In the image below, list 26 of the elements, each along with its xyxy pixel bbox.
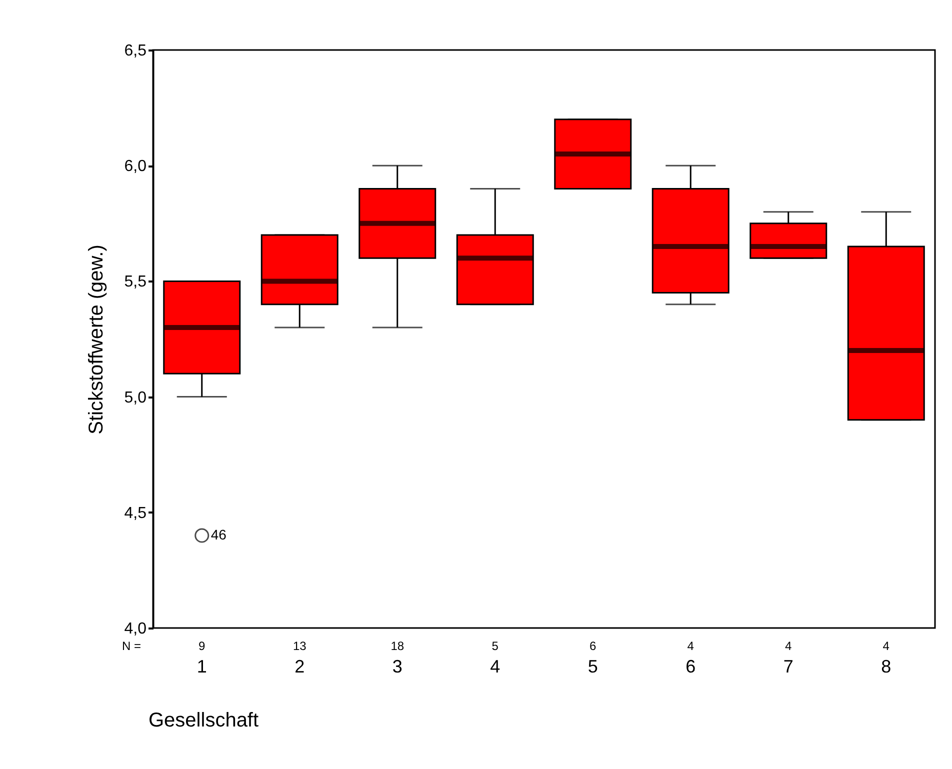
text: 9 bbox=[198, 639, 206, 653]
x-tick-label: 3 bbox=[392, 656, 402, 676]
x-tick-label: 1 bbox=[196, 656, 207, 676]
text: 4 bbox=[785, 639, 792, 653]
y-tick-label: 6,0 bbox=[124, 158, 147, 176]
x-tick-label: 5 bbox=[588, 656, 598, 676]
x-tick-label: 8 bbox=[881, 656, 892, 676]
y-tick-label: 4,0 bbox=[124, 620, 147, 638]
text: 4 bbox=[687, 639, 694, 653]
text: 18 bbox=[390, 639, 404, 653]
y-tick-label: 5,0 bbox=[124, 389, 147, 406]
x-axis-title: Gesellschaft bbox=[148, 710, 259, 732]
y-tick-label: 5,5 bbox=[124, 274, 147, 291]
y-tick-label: 6,5 bbox=[124, 42, 147, 60]
x-tick-label: 6 bbox=[686, 656, 696, 676]
annotation: 46 bbox=[210, 526, 227, 543]
y-tick-label: 4,5 bbox=[124, 504, 147, 522]
x-tick-label: 2 bbox=[294, 656, 305, 676]
text: 5 bbox=[492, 639, 499, 653]
text: 6 bbox=[590, 639, 597, 653]
x-tick-label: 4 bbox=[490, 656, 500, 676]
x-tick-label: 7 bbox=[783, 656, 794, 676]
text: 13 bbox=[292, 639, 307, 653]
y-axis-title: Stickstoffwerte (gew.) bbox=[85, 244, 108, 434]
text: 4 bbox=[882, 639, 890, 653]
text: N = bbox=[122, 639, 141, 653]
